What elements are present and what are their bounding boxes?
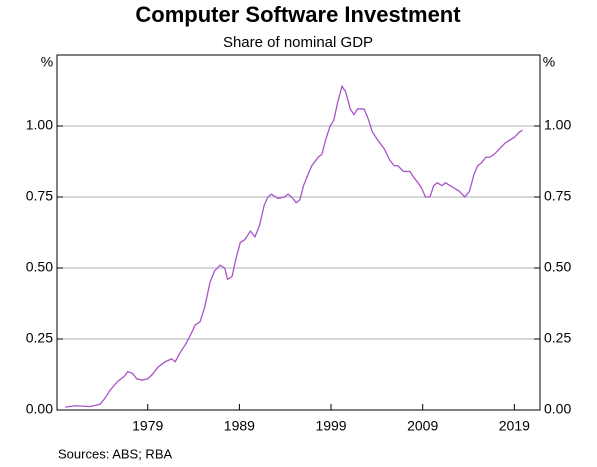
x-tick-label: 2019	[499, 418, 530, 434]
source-note: Sources: ABS; RBA	[58, 446, 172, 461]
chart-title: Computer Software Investment	[135, 2, 461, 27]
x-tick-label: 1979	[132, 418, 163, 434]
chart-subtitle: Share of nominal GDP	[223, 34, 373, 51]
data-line	[65, 84, 523, 408]
y-tick-label: 0.00	[26, 401, 53, 417]
plot-border	[56, 54, 541, 411]
y-tick-label: 0.25	[26, 330, 53, 346]
x-tick-label: 2009	[407, 418, 438, 434]
y2-tick-label: 0.00	[544, 401, 571, 417]
y-axis-unit: %	[41, 54, 53, 70]
y2-tick-label: 0.75	[544, 188, 571, 204]
y2-tick-label: 1.00	[544, 117, 571, 133]
y2-axis-unit: %	[543, 54, 555, 70]
y2-tick-label: 0.25	[544, 330, 571, 346]
x-tick-label: 1999	[315, 418, 346, 434]
y-tick-label: 0.75	[26, 188, 53, 204]
y-tick-label: 0.50	[26, 259, 53, 275]
y2-tick-label: 0.50	[544, 259, 571, 275]
y-tick-label: 1.00	[26, 117, 53, 133]
x-tick-label: 1989	[224, 418, 255, 434]
